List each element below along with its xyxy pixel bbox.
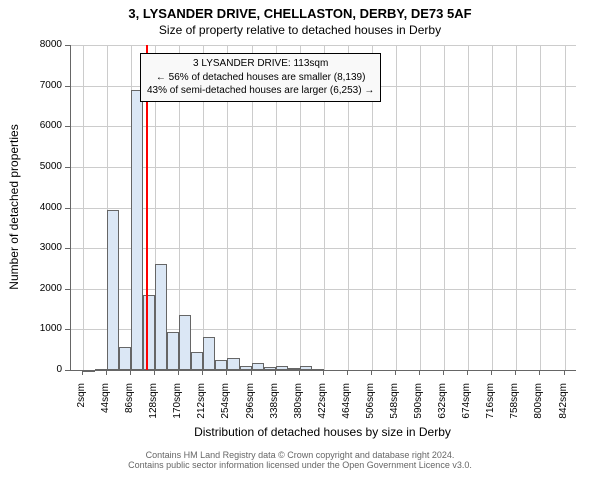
grid-line-vertical: [468, 45, 469, 370]
grid-line-vertical: [396, 45, 397, 370]
histogram-bar: [131, 90, 143, 370]
x-tick-label: 422sqm: [318, 383, 328, 431]
x-tick-label: 170sqm: [173, 383, 183, 431]
grid-line-vertical: [444, 45, 445, 370]
y-tick-label: 6000: [32, 121, 62, 131]
histogram-bar: [252, 363, 264, 370]
histogram-bar: [276, 366, 288, 370]
x-tick-label: 86sqm: [125, 383, 135, 431]
y-tick-label: 8000: [32, 40, 62, 50]
x-tick-label: 590sqm: [414, 383, 424, 431]
x-tick-label: 716sqm: [486, 383, 496, 431]
x-tick-label: 2sqm: [77, 383, 87, 431]
x-tick-label: 212sqm: [197, 383, 207, 431]
chart-subtitle: Size of property relative to detached ho…: [0, 23, 600, 39]
y-tick-mark: [65, 248, 70, 249]
footer-line-1: Contains HM Land Registry data © Crown c…: [0, 450, 600, 460]
annotation-box: 3 LYSANDER DRIVE: 113sqm ← 56% of detach…: [140, 53, 381, 102]
x-tick-label: 842sqm: [559, 383, 569, 431]
x-tick-mark: [323, 370, 324, 375]
x-tick-mark: [515, 370, 516, 375]
histogram-bar: [191, 352, 203, 370]
y-tick-label: 5000: [32, 162, 62, 172]
histogram-bar: [83, 370, 95, 372]
x-tick-label: 800sqm: [534, 383, 544, 431]
histogram-bar: [203, 337, 215, 370]
x-tick-label: 464sqm: [342, 383, 352, 431]
x-tick-mark: [251, 370, 252, 375]
x-tick-mark: [202, 370, 203, 375]
x-tick-mark: [106, 370, 107, 375]
x-tick-label: 548sqm: [390, 383, 400, 431]
y-tick-mark: [65, 45, 70, 46]
grid-line-vertical: [516, 45, 517, 370]
histogram-bar: [300, 366, 312, 370]
annotation-line-3: 43% of semi-detached houses are larger (…: [147, 84, 374, 98]
annotation-line-2: ← 56% of detached houses are smaller (8,…: [147, 71, 374, 85]
y-tick-label: 4000: [32, 203, 62, 213]
chart-title: 3, LYSANDER DRIVE, CHELLASTON, DERBY, DE…: [0, 0, 600, 23]
x-tick-label: 128sqm: [149, 383, 159, 431]
grid-line-vertical: [540, 45, 541, 370]
x-tick-mark: [491, 370, 492, 375]
footer-attribution: Contains HM Land Registry data © Crown c…: [0, 450, 600, 470]
histogram-bar: [215, 360, 227, 370]
x-tick-mark: [564, 370, 565, 375]
x-tick-mark: [371, 370, 372, 375]
x-tick-mark: [275, 370, 276, 375]
x-tick-mark: [154, 370, 155, 375]
grid-line-vertical: [492, 45, 493, 370]
y-tick-label: 1000: [32, 324, 62, 334]
footer-line-2: Contains public sector information licen…: [0, 460, 600, 470]
x-tick-label: 758sqm: [510, 383, 520, 431]
x-tick-mark: [539, 370, 540, 375]
x-tick-label: 254sqm: [221, 383, 231, 431]
y-tick-mark: [65, 167, 70, 168]
x-tick-mark: [419, 370, 420, 375]
x-tick-label: 338sqm: [270, 383, 280, 431]
histogram-bar: [107, 210, 119, 370]
x-tick-mark: [299, 370, 300, 375]
y-tick-mark: [65, 126, 70, 127]
x-tick-label: 44sqm: [101, 383, 111, 431]
x-tick-label: 674sqm: [462, 383, 472, 431]
grid-line-vertical: [565, 45, 566, 370]
y-axis-label: Number of detached properties: [7, 107, 21, 307]
y-tick-label: 0: [32, 365, 62, 375]
grid-line-vertical: [83, 45, 84, 370]
y-tick-mark: [65, 329, 70, 330]
x-tick-label: 296sqm: [246, 383, 256, 431]
x-tick-mark: [178, 370, 179, 375]
y-tick-label: 3000: [32, 243, 62, 253]
histogram-bar: [227, 358, 239, 370]
y-tick-mark: [65, 86, 70, 87]
x-tick-label: 380sqm: [294, 383, 304, 431]
annotation-line-1: 3 LYSANDER DRIVE: 113sqm: [147, 57, 374, 71]
histogram-bar: [167, 332, 179, 370]
y-tick-label: 7000: [32, 81, 62, 91]
x-tick-mark: [82, 370, 83, 375]
y-tick-mark: [65, 208, 70, 209]
histogram-bar: [155, 264, 167, 370]
histogram-bar: [119, 347, 131, 370]
chart-container: 3, LYSANDER DRIVE, CHELLASTON, DERBY, DE…: [0, 0, 600, 500]
y-tick-label: 2000: [32, 284, 62, 294]
x-tick-label: 506sqm: [366, 383, 376, 431]
x-tick-mark: [130, 370, 131, 375]
x-tick-mark: [467, 370, 468, 375]
histogram-bar: [179, 315, 191, 370]
y-tick-mark: [65, 289, 70, 290]
x-tick-mark: [347, 370, 348, 375]
grid-line-vertical: [420, 45, 421, 370]
x-tick-label: 632sqm: [438, 383, 448, 431]
y-tick-mark: [65, 370, 70, 371]
x-tick-mark: [443, 370, 444, 375]
x-tick-mark: [395, 370, 396, 375]
x-tick-mark: [226, 370, 227, 375]
